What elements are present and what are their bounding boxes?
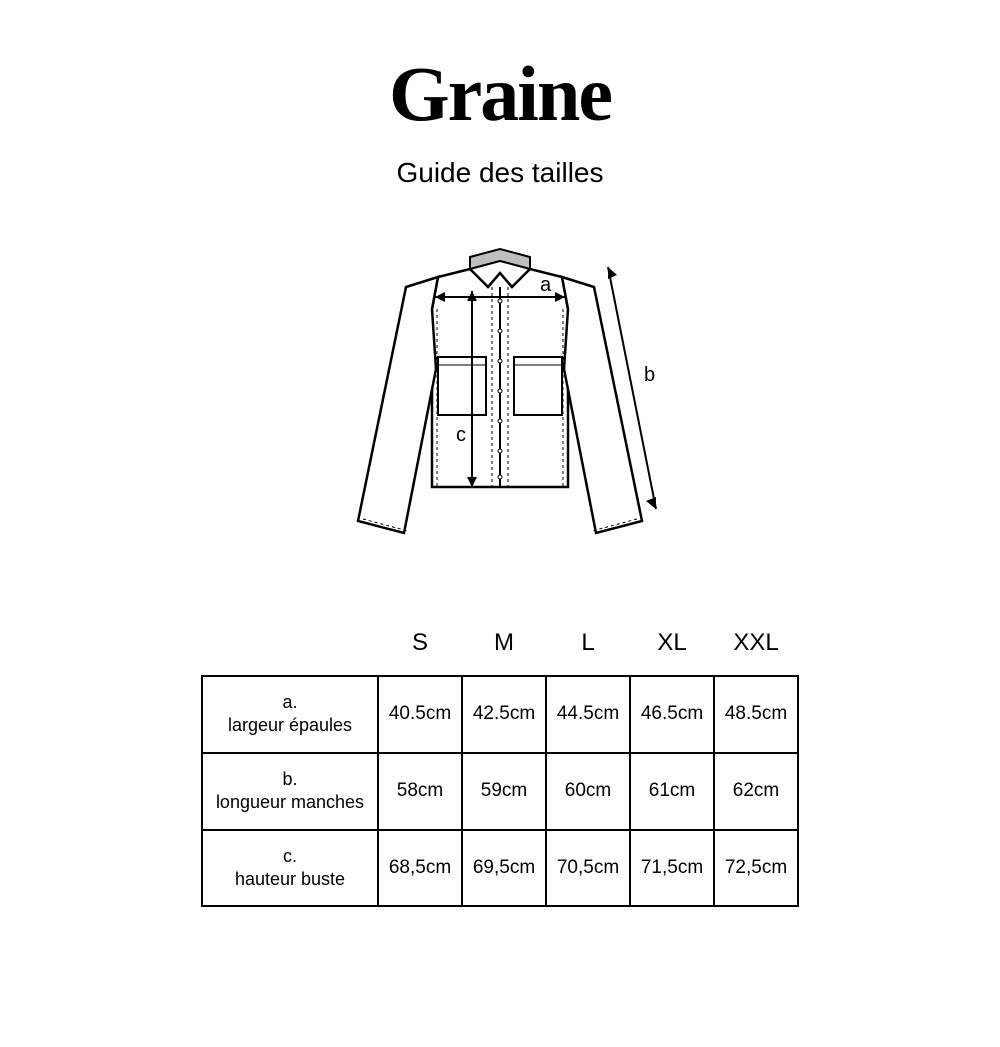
table-row: c. hauteur buste 68,5cm 69,5cm 70,5cm 71… [202,830,798,907]
row-name: largeur épaules [211,714,369,737]
row-name: hauteur buste [211,868,369,891]
cell: 72,5cm [714,830,798,907]
row-name: longueur manches [211,791,369,814]
cell: 68,5cm [378,830,462,907]
diagram-label-a: a [540,274,552,296]
cell: 59cm [462,753,546,830]
diagram-label-b: b [644,364,655,386]
size-header: S [378,629,462,676]
size-table: S M L XL XXL a. largeur épaules 40.5cm 4… [201,629,799,907]
page-title: Guide des tailles [396,157,603,189]
cell: 44.5cm [546,676,630,753]
row-label: c. hauteur buste [202,830,378,907]
cell: 71,5cm [630,830,714,907]
brand-logo: Graine [389,55,611,133]
table-row: a. largeur épaules 40.5cm 42.5cm 44.5cm … [202,676,798,753]
size-header: L [546,629,630,676]
cell: 60cm [546,753,630,830]
cell: 42.5cm [462,676,546,753]
cell: 48.5cm [714,676,798,753]
row-letter: a. [211,691,369,714]
size-header-row: S M L XL XXL [202,629,798,676]
cell: 62cm [714,753,798,830]
row-label: b. longueur manches [202,753,378,830]
row-letter: b. [211,768,369,791]
size-header: XXL [714,629,798,676]
garment-diagram: a b c [330,239,670,559]
diagram-label-c: c [456,424,466,446]
cell: 61cm [630,753,714,830]
cell: 58cm [378,753,462,830]
cell: 46.5cm [630,676,714,753]
cell: 40.5cm [378,676,462,753]
row-label: a. largeur épaules [202,676,378,753]
table-row: b. longueur manches 58cm 59cm 60cm 61cm … [202,753,798,830]
size-table-container: S M L XL XXL a. largeur épaules 40.5cm 4… [201,629,799,907]
row-letter: c. [211,845,369,868]
size-header: XL [630,629,714,676]
size-header: M [462,629,546,676]
cell: 70,5cm [546,830,630,907]
corner-cell [202,629,378,676]
cell: 69,5cm [462,830,546,907]
